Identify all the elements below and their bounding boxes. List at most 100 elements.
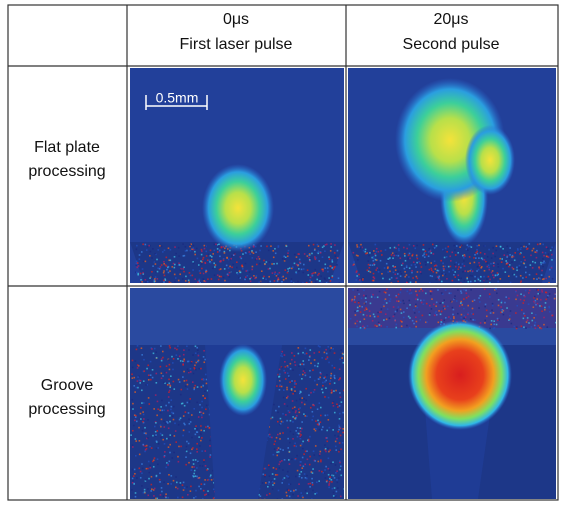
speckle (344, 488, 346, 490)
speckle (182, 278, 184, 280)
speckle (269, 268, 271, 270)
speckle (324, 250, 326, 252)
speckle (179, 419, 181, 421)
speckle (275, 252, 277, 254)
speckle (278, 406, 280, 408)
speckle (304, 253, 306, 255)
speckle (182, 403, 184, 405)
speckle (460, 317, 462, 319)
speckle (157, 463, 159, 465)
speckle (143, 370, 145, 372)
speckle (282, 276, 284, 278)
speckle (448, 271, 450, 273)
speckle (196, 428, 198, 430)
speckle (288, 410, 290, 412)
speckle (467, 249, 469, 251)
speckle (141, 485, 143, 487)
column-time: 20μs (433, 11, 468, 28)
speckle (137, 376, 139, 378)
speckle (459, 264, 461, 266)
speckle (182, 376, 184, 378)
speckle (319, 429, 321, 431)
speckle (356, 255, 358, 257)
speckle (165, 467, 167, 469)
speckle (163, 270, 165, 272)
speckle (436, 283, 438, 285)
speckle (189, 272, 191, 274)
speckle (403, 311, 405, 313)
speckle (272, 473, 274, 475)
speckle (196, 402, 198, 404)
speckle (193, 408, 195, 410)
speckle (173, 419, 175, 421)
speckle (435, 279, 437, 281)
speckle (146, 468, 148, 470)
speckle (321, 357, 323, 359)
speckle (486, 262, 488, 264)
speckle (328, 362, 330, 364)
speckle (545, 278, 547, 280)
speckle (194, 254, 196, 256)
speckle (516, 269, 518, 271)
speckle (531, 312, 533, 314)
speckle (474, 319, 476, 321)
speckle (305, 375, 307, 377)
speckle (329, 481, 331, 483)
speckle (318, 345, 320, 347)
speckle (135, 492, 137, 494)
speckle (288, 459, 290, 461)
speckle (315, 430, 317, 432)
speckle (268, 483, 270, 485)
speckle (308, 254, 310, 256)
speckle (150, 379, 152, 381)
speckle (210, 257, 212, 259)
speckle (305, 450, 307, 452)
speckle (446, 256, 448, 258)
speckle (305, 348, 307, 350)
speckle (470, 289, 472, 291)
speckle (209, 456, 211, 458)
speckle (444, 266, 446, 268)
speckle (334, 252, 336, 254)
speckle (503, 254, 505, 256)
speckle (263, 276, 265, 278)
speckle (246, 270, 248, 272)
speckle (383, 306, 385, 308)
speckle (528, 243, 530, 245)
speckle (322, 392, 324, 394)
speckle (405, 260, 407, 262)
speckle (527, 248, 529, 250)
speckle (306, 493, 308, 495)
speckle (247, 275, 249, 277)
speckle (274, 448, 276, 450)
speckle (524, 315, 526, 317)
speckle (318, 250, 320, 252)
speckle (315, 428, 317, 430)
speckle (532, 261, 534, 263)
speckle (377, 316, 379, 318)
row-label: Flat plate (34, 139, 100, 156)
speckle (132, 480, 134, 482)
speckle (200, 429, 202, 431)
speckle (508, 298, 510, 300)
speckle (183, 349, 185, 351)
speckle (287, 252, 289, 254)
speckle (279, 424, 281, 426)
speckle (365, 297, 367, 299)
speckle (208, 494, 210, 496)
speckle (304, 372, 306, 374)
speckle (430, 275, 432, 277)
speckle (172, 435, 174, 437)
speckle (550, 250, 552, 252)
speckle (441, 311, 443, 313)
speckle (449, 292, 451, 294)
speckle (269, 281, 271, 283)
speckle (395, 253, 397, 255)
speckle (332, 261, 334, 263)
speckle (200, 260, 202, 262)
speckle (464, 270, 466, 272)
speckle (168, 266, 170, 268)
speckle (189, 423, 191, 425)
speckle (150, 467, 152, 469)
speckle (171, 412, 173, 414)
